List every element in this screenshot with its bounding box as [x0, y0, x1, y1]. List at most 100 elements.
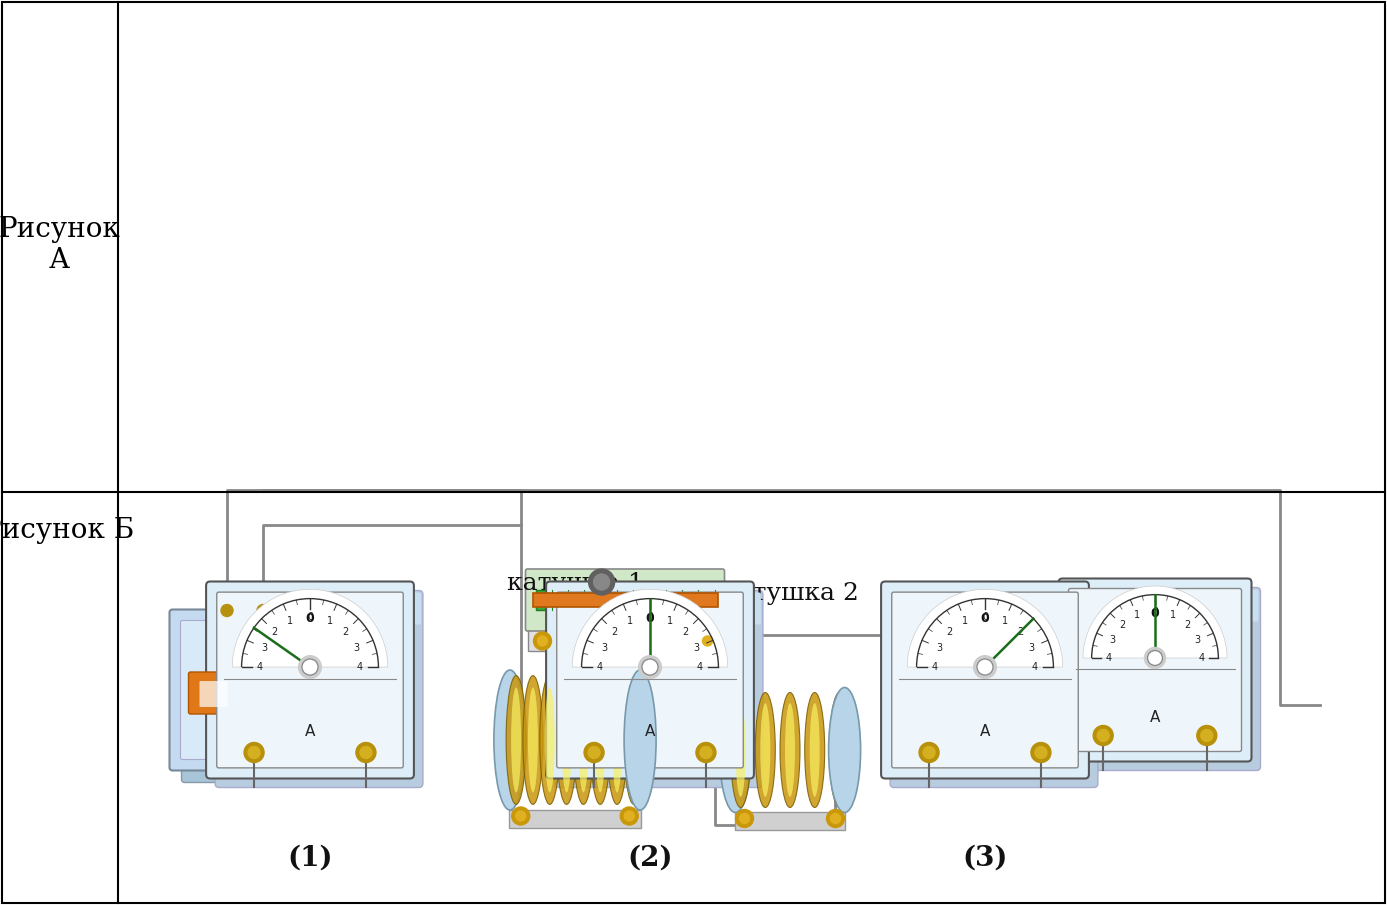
- Circle shape: [356, 742, 376, 763]
- Circle shape: [516, 811, 526, 821]
- Text: 3: 3: [1110, 635, 1115, 645]
- Ellipse shape: [735, 703, 746, 797]
- Circle shape: [1144, 647, 1165, 669]
- Text: 0: 0: [981, 613, 989, 625]
- Text: 1: 1: [287, 616, 294, 626]
- Text: 2: 2: [343, 627, 348, 637]
- Text: 4: 4: [257, 662, 264, 672]
- Circle shape: [1031, 742, 1051, 763]
- Text: 0: 0: [307, 612, 313, 622]
- Circle shape: [974, 656, 996, 679]
- Ellipse shape: [810, 703, 820, 797]
- FancyBboxPatch shape: [1069, 589, 1258, 622]
- Ellipse shape: [578, 688, 588, 793]
- Ellipse shape: [556, 676, 577, 805]
- FancyBboxPatch shape: [892, 593, 1096, 624]
- Circle shape: [620, 807, 638, 825]
- Circle shape: [924, 747, 935, 758]
- Circle shape: [361, 747, 372, 758]
- FancyBboxPatch shape: [890, 590, 1099, 787]
- Text: 3: 3: [1194, 635, 1201, 645]
- Circle shape: [976, 659, 993, 675]
- Circle shape: [298, 656, 322, 679]
- Text: 3: 3: [352, 643, 359, 653]
- FancyBboxPatch shape: [216, 592, 404, 767]
- Text: 4: 4: [356, 662, 363, 672]
- Text: 2: 2: [1184, 620, 1191, 630]
- Ellipse shape: [510, 688, 522, 793]
- Ellipse shape: [760, 703, 770, 797]
- Ellipse shape: [562, 688, 571, 793]
- Text: А: А: [645, 723, 655, 738]
- Text: 3: 3: [936, 643, 942, 653]
- Circle shape: [1147, 651, 1162, 665]
- Text: 0: 0: [1151, 607, 1160, 620]
- Circle shape: [735, 809, 753, 827]
- Text: 0: 0: [646, 612, 653, 622]
- Text: А: А: [305, 723, 315, 738]
- Ellipse shape: [628, 688, 639, 793]
- Ellipse shape: [624, 676, 644, 805]
- Circle shape: [584, 742, 605, 763]
- Text: (3): (3): [963, 845, 1008, 872]
- Ellipse shape: [608, 676, 627, 805]
- Bar: [527, 629, 723, 651]
- Text: 1: 1: [627, 616, 634, 626]
- Text: 1: 1: [667, 616, 673, 626]
- Ellipse shape: [785, 703, 795, 797]
- Text: 2: 2: [682, 627, 688, 637]
- Text: 4: 4: [1198, 653, 1204, 663]
- Text: Рисунок
А: Рисунок А: [0, 216, 119, 274]
- Text: 1: 1: [1171, 611, 1176, 621]
- Bar: [533, 593, 717, 607]
- Wedge shape: [573, 589, 728, 667]
- Circle shape: [1097, 729, 1110, 741]
- Circle shape: [696, 742, 716, 763]
- Circle shape: [588, 747, 601, 758]
- Wedge shape: [1083, 586, 1227, 658]
- Circle shape: [1201, 729, 1212, 741]
- Text: 1: 1: [326, 616, 333, 626]
- Text: 4: 4: [596, 662, 603, 672]
- Text: 3: 3: [1028, 643, 1035, 653]
- Text: 0: 0: [1153, 606, 1158, 616]
- Circle shape: [534, 632, 552, 650]
- Bar: [735, 813, 845, 831]
- FancyBboxPatch shape: [555, 590, 763, 787]
- Circle shape: [642, 659, 657, 675]
- Text: 1: 1: [1001, 616, 1007, 626]
- Ellipse shape: [731, 692, 750, 807]
- Circle shape: [827, 809, 845, 827]
- FancyBboxPatch shape: [1058, 578, 1251, 761]
- FancyBboxPatch shape: [207, 582, 413, 778]
- Circle shape: [1035, 747, 1047, 758]
- Circle shape: [248, 747, 259, 758]
- Circle shape: [700, 747, 712, 758]
- FancyBboxPatch shape: [546, 582, 755, 778]
- Ellipse shape: [528, 688, 538, 793]
- Text: 1: 1: [1133, 611, 1140, 621]
- Circle shape: [538, 636, 548, 646]
- Circle shape: [252, 601, 273, 621]
- Ellipse shape: [595, 688, 605, 793]
- Ellipse shape: [828, 688, 860, 813]
- Text: катушка 1: катушка 1: [506, 572, 644, 595]
- Circle shape: [302, 659, 318, 675]
- FancyBboxPatch shape: [182, 622, 333, 783]
- Ellipse shape: [624, 670, 656, 810]
- Text: 2: 2: [946, 627, 953, 637]
- Circle shape: [244, 742, 264, 763]
- Circle shape: [512, 807, 530, 825]
- FancyBboxPatch shape: [1068, 588, 1241, 751]
- Text: 2: 2: [272, 627, 277, 637]
- Text: А: А: [1150, 710, 1160, 725]
- Circle shape: [257, 605, 269, 616]
- Text: 4: 4: [1105, 653, 1112, 663]
- FancyBboxPatch shape: [1068, 587, 1261, 770]
- Circle shape: [1093, 726, 1114, 746]
- Text: 0: 0: [305, 613, 315, 625]
- FancyBboxPatch shape: [881, 582, 1089, 778]
- Ellipse shape: [523, 676, 542, 805]
- FancyBboxPatch shape: [526, 569, 724, 631]
- Ellipse shape: [829, 692, 849, 807]
